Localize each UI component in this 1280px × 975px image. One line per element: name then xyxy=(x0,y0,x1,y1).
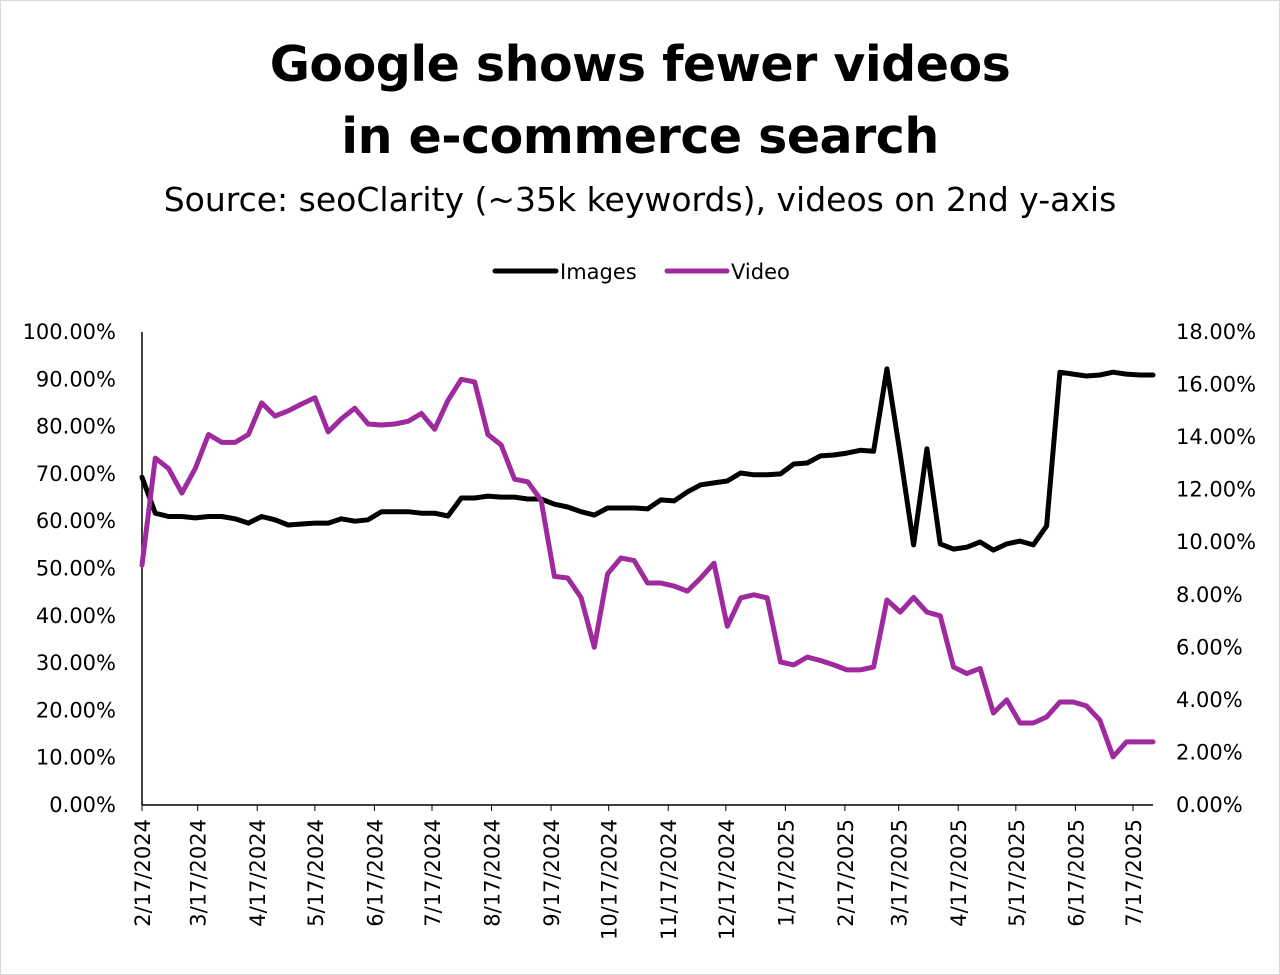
x-tick-label: 10/17/2024 xyxy=(598,819,622,940)
x-tick-label: 12/17/2024 xyxy=(715,819,739,940)
y-left-tick-label: 80.00% xyxy=(36,415,116,439)
y-right-tick-label: 10.00% xyxy=(1176,530,1256,554)
x-tick-label: 2/17/2024 xyxy=(131,819,155,927)
chart-subtitle: Source: seoClarity (~35k keywords), vide… xyxy=(163,180,1117,219)
x-tick-label: 7/17/2024 xyxy=(421,819,445,927)
y-left-tick-label: 90.00% xyxy=(36,367,116,391)
x-tick-label: 5/17/2024 xyxy=(304,819,328,927)
y-left-tick-label: 30.00% xyxy=(36,651,116,675)
x-tick-label: 3/17/2024 xyxy=(187,819,211,927)
y-right-tick-label: 4.00% xyxy=(1176,688,1243,712)
y-left-tick-label: 0.00% xyxy=(49,793,116,817)
y-right-tick-label: 14.00% xyxy=(1176,425,1256,449)
x-tick-label: 5/17/2025 xyxy=(1005,819,1029,927)
y-right-tick-label: 16.00% xyxy=(1176,373,1256,397)
x-tick-label: 4/17/2024 xyxy=(246,819,270,927)
legend-label-video: Video xyxy=(731,260,790,284)
y-left-tick-label: 60.00% xyxy=(36,509,116,533)
y-right-tick-label: 0.00% xyxy=(1176,793,1243,817)
chart-title-line-2: in e-commerce search xyxy=(341,108,939,165)
y-right-tick-label: 12.00% xyxy=(1176,478,1256,502)
x-tick-label: 1/17/2025 xyxy=(774,819,798,927)
y-right-tick-label: 18.00% xyxy=(1176,320,1256,344)
chart-title-line-1: Google shows fewer videos xyxy=(269,36,1011,93)
x-tick-label: 2/17/2025 xyxy=(834,819,858,927)
y-right-tick-label: 2.00% xyxy=(1176,740,1243,764)
x-tick-label: 7/17/2025 xyxy=(1122,819,1146,927)
y-right-tick-label: 8.00% xyxy=(1176,583,1243,607)
x-tick-label: 11/17/2024 xyxy=(657,819,681,940)
y-left-tick-label: 100.00% xyxy=(23,320,116,344)
legend-label-images: Images xyxy=(560,260,637,284)
series-line-video xyxy=(139,376,1156,760)
x-tick-label: 3/17/2025 xyxy=(888,819,912,927)
series-line-images xyxy=(139,366,1156,553)
x-tick-label: 6/17/2025 xyxy=(1064,819,1088,927)
y-left-tick-label: 20.00% xyxy=(36,698,116,722)
y-left-tick-label: 50.00% xyxy=(36,557,116,581)
y-left-tick-label: 70.00% xyxy=(36,462,116,486)
x-tick-label: 8/17/2024 xyxy=(481,819,505,927)
y-left-tick-label: 10.00% xyxy=(36,746,116,770)
x-tick-label: 9/17/2024 xyxy=(540,819,564,927)
x-tick-label: 4/17/2025 xyxy=(947,819,971,927)
y-right-tick-label: 6.00% xyxy=(1176,635,1243,659)
y-left-tick-label: 40.00% xyxy=(36,604,116,628)
x-tick-label: 6/17/2024 xyxy=(363,819,387,927)
